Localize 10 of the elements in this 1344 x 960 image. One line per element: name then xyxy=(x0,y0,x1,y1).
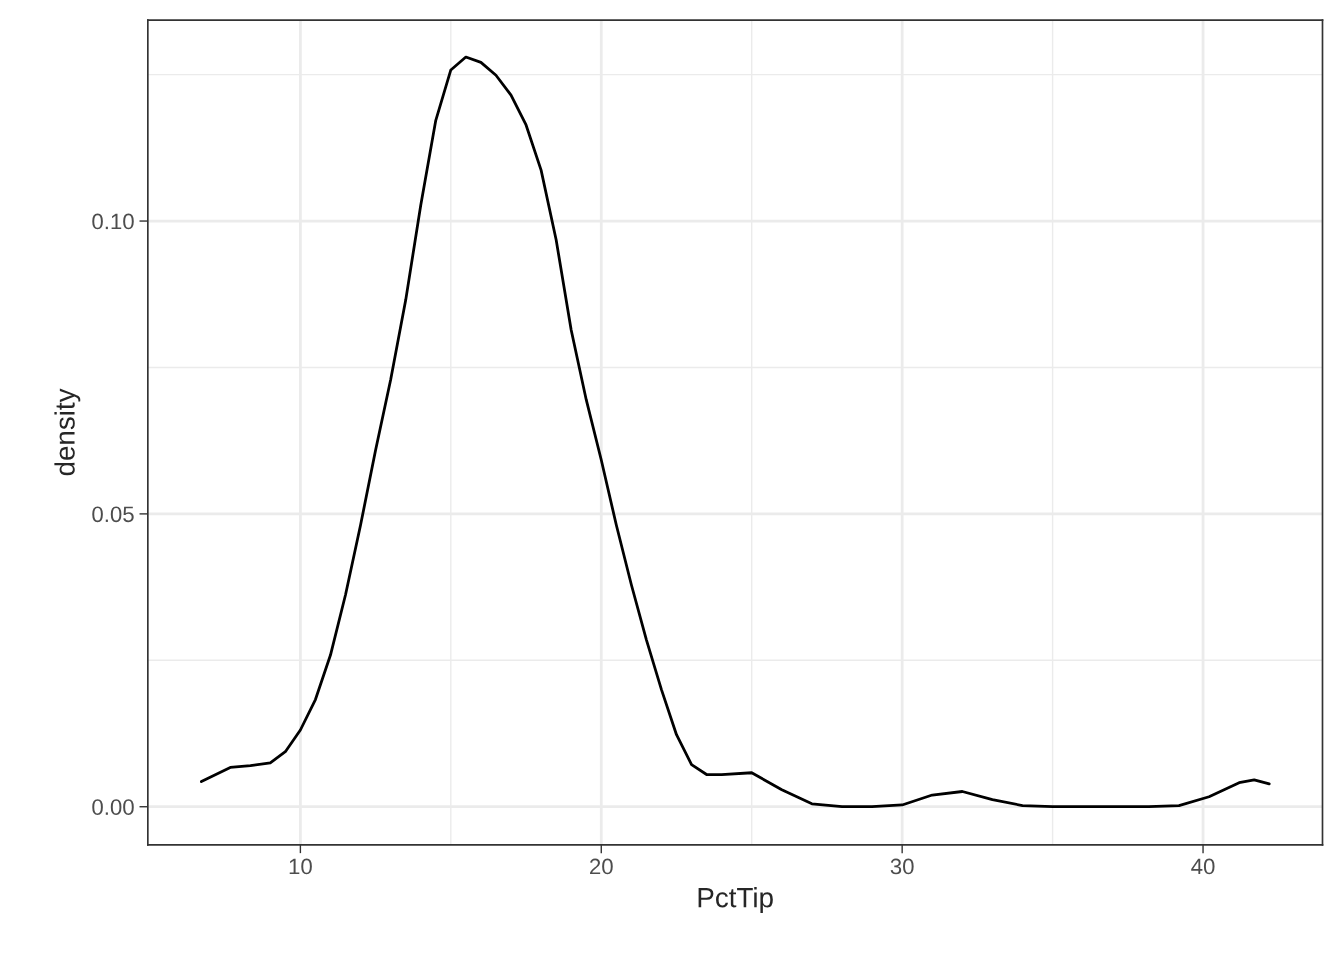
y-axis-title: density xyxy=(54,388,81,476)
line-series xyxy=(200,55,1271,809)
x-tick-label: 30 xyxy=(890,858,914,875)
y-tick-label: 0.10 xyxy=(92,213,134,230)
y-tick-label: 0.00 xyxy=(92,799,134,815)
x-axis-title: PctTip xyxy=(698,887,773,913)
x-tick-label: 20 xyxy=(590,858,613,875)
y-tick-label: 0.05 xyxy=(92,506,134,523)
x-tick-label: 10 xyxy=(289,858,312,875)
x-tick-label: 40 xyxy=(1191,858,1215,875)
